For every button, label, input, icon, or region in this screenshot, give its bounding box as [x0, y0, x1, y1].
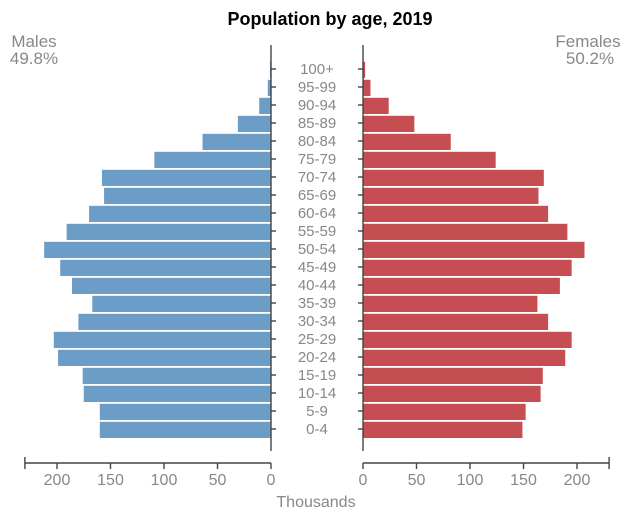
female-bar-10-14	[363, 385, 541, 402]
axes: 0 0 50 50 100 100 150 150 200 200	[24, 45, 610, 489]
female-bar-80-84	[363, 133, 451, 150]
female-bar-30-34	[363, 313, 549, 330]
female-bar-55-59	[363, 223, 568, 240]
female-bar-15-19	[363, 367, 543, 384]
age-label-10-14: 10-14	[298, 385, 336, 402]
female-bar-45-49	[363, 259, 572, 276]
chart-title: Population by age, 2019	[227, 9, 432, 29]
males-label: Males	[11, 32, 56, 51]
male-bar-90-94	[259, 97, 271, 114]
left-x-tick-label: 50	[209, 472, 227, 489]
right-x-tick-label: 50	[408, 472, 426, 489]
female-bar-95-99	[363, 79, 371, 96]
female-bar-75-79	[363, 151, 496, 168]
age-label-65-69: 65-69	[298, 187, 336, 204]
female-bar-5-9	[363, 403, 526, 420]
male-bar-50-54	[44, 241, 271, 258]
age-label-20-24: 20-24	[298, 349, 336, 366]
age-label-35-39: 35-39	[298, 295, 336, 312]
age-label-80-84: 80-84	[298, 133, 336, 150]
male-bar-95-99	[267, 79, 271, 96]
right-x-tick-label: 100	[457, 472, 484, 489]
age-label-40-44: 40-44	[298, 277, 336, 294]
male-bar-40-44	[71, 277, 271, 294]
male-bar-65-69	[104, 187, 271, 204]
males-bars	[44, 61, 272, 438]
male-bar-5-9	[99, 403, 271, 420]
male-bar-35-39	[92, 295, 271, 312]
female-bar-50-54	[363, 241, 585, 258]
male-bar-20-24	[58, 349, 271, 366]
female-bar-70-74	[363, 169, 544, 186]
age-label-90-94: 90-94	[298, 97, 336, 114]
age-labels: 0-45-910-1415-1920-2425-2930-3435-3940-4…	[298, 61, 336, 438]
age-label-30-34: 30-34	[298, 313, 336, 330]
age-label-55-59: 55-59	[298, 223, 336, 240]
female-bar-40-44	[363, 277, 560, 294]
age-label-85-89: 85-89	[298, 115, 336, 132]
female-bar-90-94	[363, 97, 389, 114]
age-label-60-64: 60-64	[298, 205, 336, 222]
x-axis-label: Thousands	[276, 494, 355, 511]
age-label-15-19: 15-19	[298, 367, 336, 384]
females-share: 50.2%	[566, 49, 614, 68]
age-label-25-29: 25-29	[298, 331, 336, 348]
males-share: 49.8%	[10, 49, 58, 68]
female-bar-25-29	[363, 331, 572, 348]
age-label-75-79: 75-79	[298, 151, 336, 168]
female-bar-85-89	[363, 115, 415, 132]
left-x-tick-label: 150	[97, 472, 124, 489]
right-x-tick-label: 200	[564, 472, 591, 489]
right-x-tick-label: 0	[359, 472, 368, 489]
age-label-5-9: 5-9	[306, 403, 328, 420]
male-bar-45-49	[60, 259, 272, 276]
male-bar-70-74	[101, 169, 271, 186]
females-bars	[363, 61, 585, 438]
male-bar-30-34	[78, 313, 272, 330]
male-bar-75-79	[154, 151, 271, 168]
left-x-tick-label: 0	[267, 472, 276, 489]
male-bar-60-64	[89, 205, 271, 222]
female-bar-60-64	[363, 205, 549, 222]
male-bar-85-89	[237, 115, 271, 132]
female-bar-100+	[363, 61, 366, 78]
female-bar-35-39	[363, 295, 538, 312]
male-bar-80-84	[202, 133, 271, 150]
left-x-tick-label: 200	[44, 472, 71, 489]
male-bar-55-59	[66, 223, 271, 240]
female-bar-20-24	[363, 349, 566, 366]
age-label-45-49: 45-49	[298, 259, 336, 276]
right-x-tick-label: 150	[510, 472, 537, 489]
male-bar-10-14	[83, 385, 271, 402]
age-label-50-54: 50-54	[298, 241, 336, 258]
age-label-0-4: 0-4	[306, 421, 328, 438]
females-label: Females	[555, 32, 620, 51]
age-label-100+: 100+	[300, 61, 334, 78]
male-bar-0-4	[99, 421, 271, 438]
female-bar-0-4	[363, 421, 523, 438]
male-bar-25-29	[53, 331, 271, 348]
female-bar-65-69	[363, 187, 539, 204]
male-bar-15-19	[82, 367, 272, 384]
age-label-95-99: 95-99	[298, 79, 336, 96]
left-x-tick-label: 100	[151, 472, 178, 489]
age-label-70-74: 70-74	[298, 169, 336, 186]
